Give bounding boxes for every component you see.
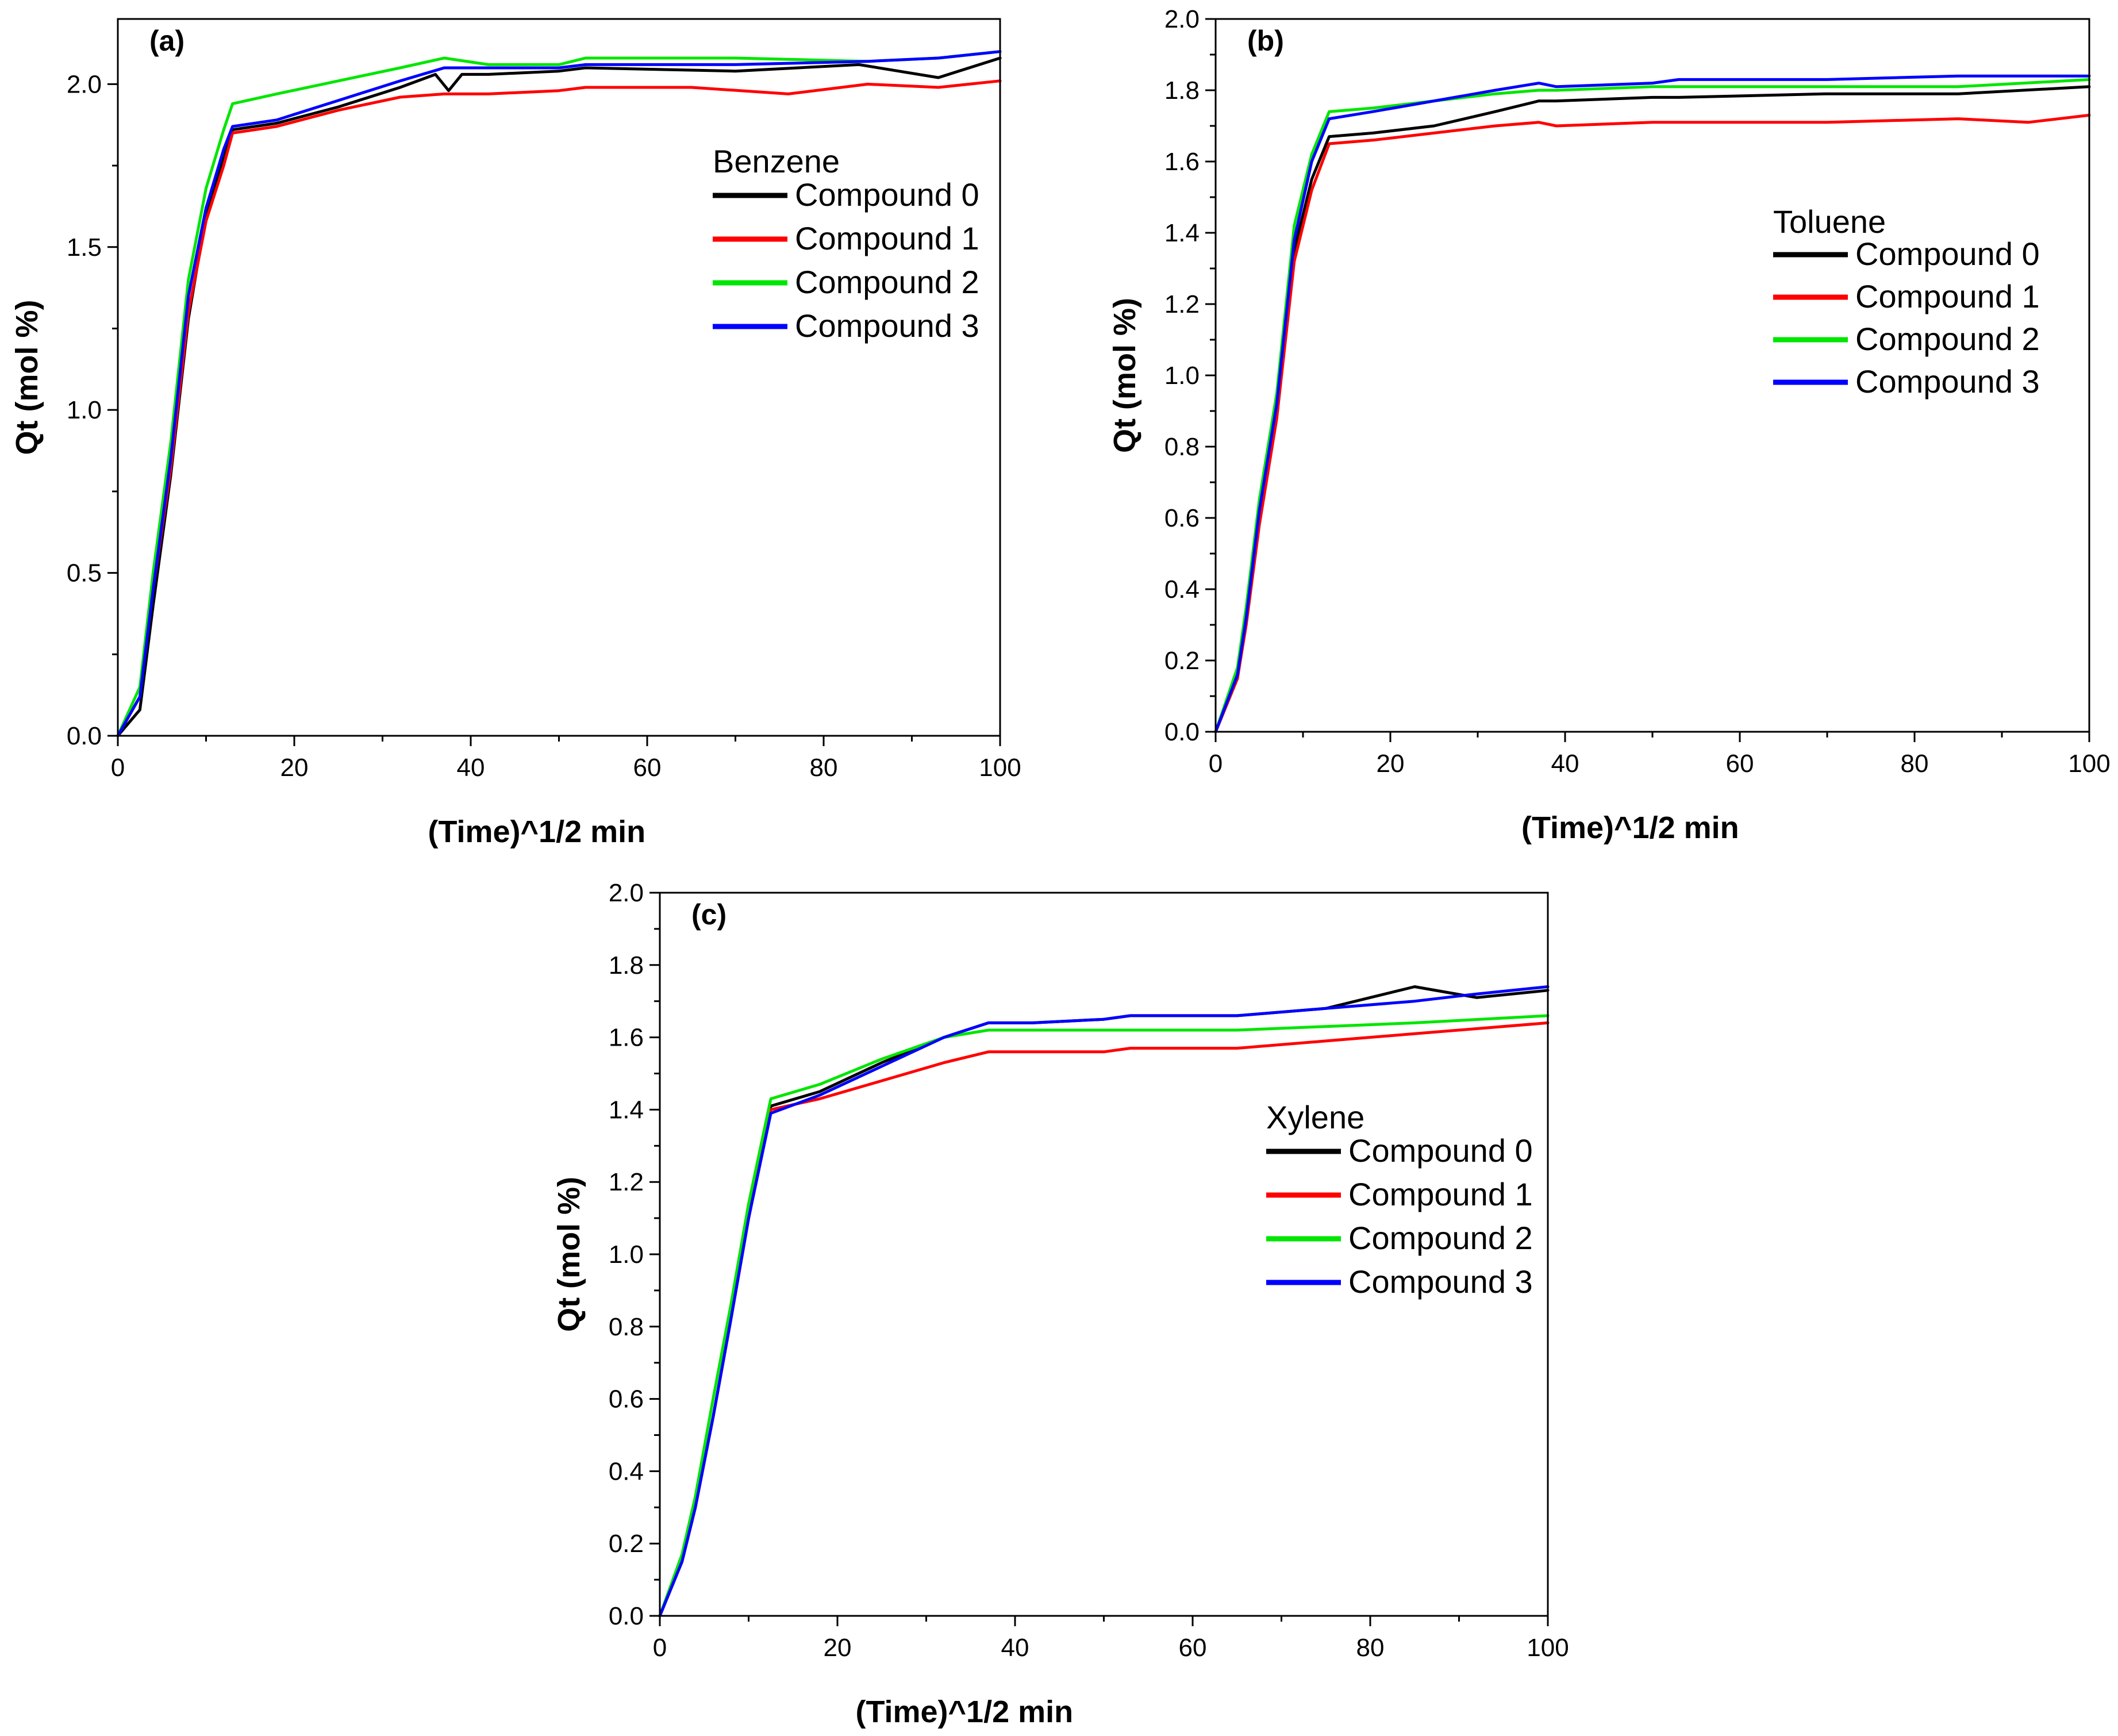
legend-label-compound-1: Compound 1 <box>1855 278 2040 314</box>
y-tick-label: 1.6 <box>609 1024 644 1052</box>
legend-label-compound-0: Compound 0 <box>1855 236 2040 272</box>
y-tick-label: 0.8 <box>1164 433 1200 461</box>
series-line-compound-3 <box>116 50 1002 738</box>
y-tick-label: 1.4 <box>1164 219 1200 247</box>
legend-label-compound-1: Compound 1 <box>1348 1176 1533 1212</box>
y-tick-label: 1.0 <box>1164 362 1200 390</box>
x-tick-label: 40 <box>457 754 485 782</box>
chart-panel-3: 0 20 40 60 80 100 0.0 0.2 0.4 0.6 0.8 1.0 1.2 1.4 1.6 1… <box>552 879 1569 1729</box>
y-tick-label: 1.2 <box>1164 290 1200 318</box>
legend-label-compound-3: Compound 3 <box>795 308 979 344</box>
x-tick-label: 100 <box>1527 1634 1569 1662</box>
y-tick-label: 2.0 <box>1164 5 1200 33</box>
y-tick-label: 0.6 <box>1164 504 1200 532</box>
legend-label-compound-1: Compound 1 <box>795 220 979 256</box>
panel-label: (a) <box>149 25 184 57</box>
x-tick-label: 80 <box>1356 1634 1385 1662</box>
y-tick-label: 1.4 <box>609 1096 644 1124</box>
legend-title: Benzene <box>713 143 840 179</box>
x-tick-label: 20 <box>824 1634 852 1662</box>
chart-panel-1: 0 20 40 60 80 100 0.0 0.5 1.0 1.5 2.0 (Time)^1/2 mi… <box>10 18 1021 849</box>
x-tick-label: 80 <box>1901 750 1929 778</box>
y-axis-title: Qt (mol %) <box>1108 298 1142 453</box>
y-tick-label: 1.8 <box>1164 76 1200 105</box>
x-tick-label: 80 <box>810 754 838 782</box>
legend-label-compound-0: Compound 0 <box>1348 1132 1533 1169</box>
y-tick-label: 0.0 <box>1164 718 1200 746</box>
y-tick-label: 2.0 <box>67 70 102 98</box>
series-line-compound-2 <box>658 1014 1550 1618</box>
y-tick-label: 1.2 <box>609 1168 644 1196</box>
y-tick-label: 1.8 <box>609 951 644 980</box>
y-tick-label: 1.0 <box>67 396 102 424</box>
y-tick-label: 2.0 <box>609 879 644 907</box>
x-tick-label: 40 <box>1551 750 1579 778</box>
y-tick-label: 0.2 <box>1164 647 1200 675</box>
panel-label: (b) <box>1247 25 1284 57</box>
x-tick-label: 40 <box>1001 1634 1029 1662</box>
legend-title: Toluene <box>1773 203 1886 240</box>
y-tick-label: 0.4 <box>1164 575 1200 604</box>
panel-label: (c) <box>691 898 726 931</box>
series-line-compound-3 <box>1214 74 2091 733</box>
x-tick-label: 100 <box>2068 750 2110 778</box>
series-line-compound-1 <box>1214 113 2091 733</box>
legend-label-compound-2: Compound 2 <box>795 264 979 300</box>
series-line-compound-2 <box>116 50 1002 738</box>
x-tick-label: 0 <box>653 1634 667 1662</box>
x-axis-title: (Time)^1/2 min <box>428 815 646 849</box>
legend-label-compound-3: Compound 3 <box>1348 1263 1533 1300</box>
y-tick-label: 0.0 <box>67 722 102 750</box>
legend-title: Xylene <box>1266 1099 1364 1135</box>
legend-label-compound-2: Compound 2 <box>1348 1220 1533 1256</box>
y-tick-label: 0.4 <box>609 1457 644 1485</box>
x-axis-title: (Time)^1/2 min <box>856 1695 1074 1729</box>
y-tick-label: 0.5 <box>67 559 102 587</box>
legend-label-compound-2: Compound 2 <box>1855 321 2040 357</box>
y-tick-label: 0.2 <box>609 1530 644 1558</box>
y-tick-label: 0.8 <box>609 1313 644 1341</box>
x-tick-label: 60 <box>1726 750 1754 778</box>
y-tick-label: 0.6 <box>609 1385 644 1414</box>
x-tick-label: 0 <box>1209 750 1223 778</box>
y-tick-label: 1.6 <box>1164 148 1200 176</box>
x-tick-label: 0 <box>111 754 125 782</box>
y-tick-label: 1.5 <box>67 233 102 262</box>
y-axis-title: Qt (mol %) <box>10 300 44 455</box>
x-tick-label: 100 <box>979 754 1021 782</box>
y-axis-title: Qt (mol %) <box>552 1177 586 1332</box>
x-tick-label: 20 <box>1377 750 1405 778</box>
series-line-compound-3 <box>658 985 1550 1618</box>
x-axis-title: (Time)^1/2 min <box>1521 811 1739 845</box>
legend-label-compound-3: Compound 3 <box>1855 363 2040 400</box>
x-tick-label: 20 <box>280 754 309 782</box>
legend-label-compound-0: Compound 0 <box>795 176 979 213</box>
y-tick-label: 1.0 <box>609 1240 644 1269</box>
chart-panel-2: 0 20 40 60 80 100 0.0 0.2 0.4 0.6 0.8 1.0 1.2 1.4 1.6 1… <box>1108 5 2111 845</box>
x-tick-label: 60 <box>633 754 662 782</box>
x-tick-label: 60 <box>1179 1634 1207 1662</box>
y-tick-label: 0.0 <box>609 1602 644 1630</box>
